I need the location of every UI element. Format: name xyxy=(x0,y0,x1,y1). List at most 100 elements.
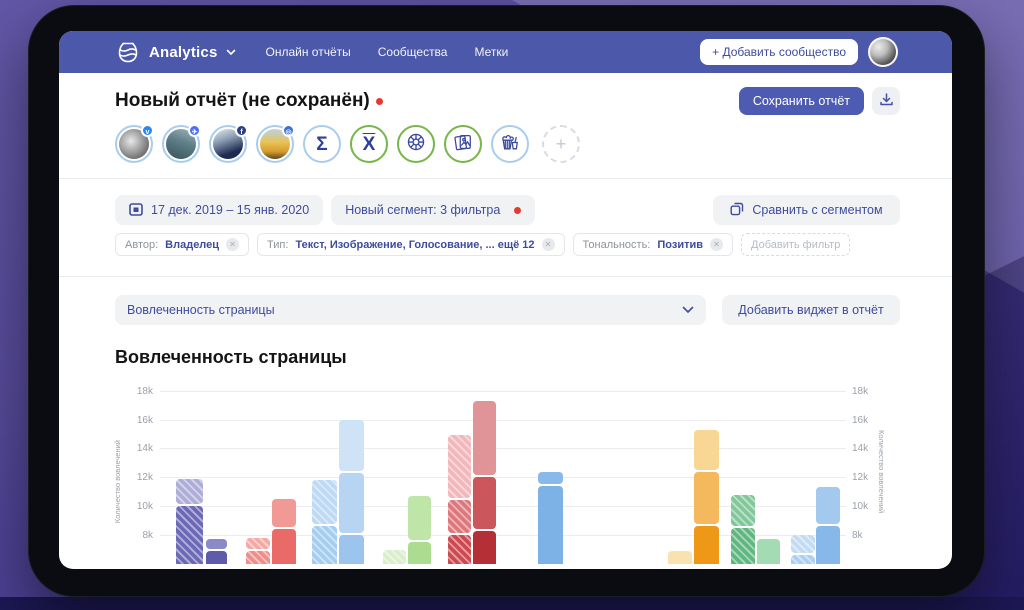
nav-item-Онлайн отчёты[interactable]: Онлайн отчёты xyxy=(265,45,351,59)
bar-segment xyxy=(791,535,815,554)
social-badge: ✈ xyxy=(188,124,201,137)
bar-group-5[interactable] xyxy=(448,382,471,564)
segment-button[interactable]: Новый сегмент: 3 фильтра xyxy=(331,195,536,225)
nav-item-Сообщества[interactable]: Сообщества xyxy=(377,45,448,59)
bar-segment xyxy=(383,549,406,564)
widget-selected-label: Вовлеченность страницы xyxy=(127,303,275,317)
bar-segment xyxy=(312,480,337,525)
popcorn-icon[interactable] xyxy=(491,125,529,163)
remove-filter-icon[interactable]: ✕ xyxy=(226,238,240,251)
y-tick-label: 8k xyxy=(852,530,863,542)
app-logo[interactable]: Analytics xyxy=(115,39,236,65)
brand-name: Analytics xyxy=(149,43,218,61)
bar-segment xyxy=(246,538,270,549)
bar-group-6[interactable] xyxy=(538,382,563,564)
compare-icon xyxy=(730,202,744,219)
bar-segment xyxy=(272,529,296,564)
bar-segment xyxy=(272,499,296,528)
user-avatar[interactable] xyxy=(868,37,898,67)
bar-group-7[interactable] xyxy=(694,382,719,564)
community-avatar-crowd[interactable]: v xyxy=(115,124,154,163)
save-report-button[interactable]: Сохранить отчёт xyxy=(738,87,864,115)
bar-group-3[interactable] xyxy=(312,382,337,564)
vk-badge: v xyxy=(141,124,154,137)
gridline xyxy=(160,535,846,537)
add-widget-button[interactable]: Добавить виджет в отчёт xyxy=(722,295,900,325)
add-source-button[interactable]: + xyxy=(542,125,580,163)
y-tick-label: 18k xyxy=(136,385,153,397)
sigma-icon-glyph: Σ xyxy=(316,133,328,155)
add-filter-button[interactable]: Добавить фильтр xyxy=(741,233,851,256)
chevron-down-icon xyxy=(682,306,694,314)
bar-segment xyxy=(694,429,719,471)
widget-select[interactable]: Вовлеченность страницы xyxy=(115,295,706,325)
bar-group-5[interactable] xyxy=(473,382,496,564)
bar-segment xyxy=(473,400,496,476)
bar-segment xyxy=(473,530,496,564)
sigma-icon[interactable]: Σ xyxy=(303,125,341,163)
bar-segment xyxy=(694,472,719,525)
filter-chip-label: Тип: xyxy=(267,238,289,251)
bar-group-8[interactable] xyxy=(757,382,780,564)
bar-group-9[interactable] xyxy=(791,382,815,564)
nav-menu: Онлайн отчёты Сообщества Метки xyxy=(266,45,509,59)
report-sources-row: v ✈ f ◎ Σ X + xyxy=(59,115,952,163)
wheel-icon-glyph xyxy=(405,131,427,158)
bar-group-8[interactable] xyxy=(731,382,755,564)
wheel-icon[interactable] xyxy=(397,125,435,163)
bar-segment xyxy=(176,478,203,505)
bar-segment xyxy=(448,535,471,564)
gridline xyxy=(160,506,846,508)
remove-filter-icon[interactable]: ✕ xyxy=(710,238,723,251)
photos-icon[interactable] xyxy=(444,125,482,163)
engagement-bar-chart: Количество вовлечений Количество вовлече… xyxy=(113,382,896,564)
community-avatar-waterfall[interactable]: ✈ xyxy=(162,124,201,163)
nav-item-Метки[interactable]: Метки xyxy=(474,45,509,59)
filter-chip[interactable]: Тональность: Позитив ✕ xyxy=(572,233,733,256)
date-range-label: 17 дек. 2019 – 15 янв. 2020 xyxy=(151,203,310,217)
gridline xyxy=(160,419,846,421)
segment-indicator-dot xyxy=(514,206,522,214)
xbar-icon[interactable]: X xyxy=(350,125,388,163)
report-header: Новый отчёт (не сохранён) Сохранить отчё… xyxy=(59,73,952,115)
bar-segment xyxy=(731,494,755,526)
bar-group-1[interactable] xyxy=(176,382,203,564)
y-tick-label: 12k xyxy=(136,472,153,484)
top-navbar: Analytics Онлайн отчёты Сообщества Метки +… xyxy=(59,31,952,73)
download-report-button[interactable] xyxy=(872,87,900,115)
y-tick-label: 8k xyxy=(142,530,153,542)
y-tick-label: 10k xyxy=(852,501,869,513)
bar-group-2[interactable] xyxy=(246,382,270,564)
compare-segment-button[interactable]: Сравнить с сегментом xyxy=(713,195,900,225)
bar-group-9[interactable] xyxy=(816,382,840,564)
bar-group-1[interactable] xyxy=(206,382,227,564)
community-avatar-mountain[interactable]: f xyxy=(209,124,248,163)
bar-segment xyxy=(757,539,780,564)
jar-logo-icon xyxy=(115,39,141,65)
remove-filter-icon[interactable]: ✕ xyxy=(541,238,555,251)
filter-chip[interactable]: Автор: Владелец ✕ xyxy=(115,233,250,256)
segment-controls: 17 дек. 2019 – 15 янв. 2020 Новый сегмен… xyxy=(59,179,952,225)
divider xyxy=(59,178,952,179)
filter-chip-value: Владелец xyxy=(165,238,220,251)
gridline xyxy=(160,477,846,479)
photos-icon-glyph xyxy=(453,132,473,157)
community-avatar-van[interactable]: ◎ xyxy=(256,124,295,163)
bar-segment xyxy=(408,542,431,564)
widget-bar: Вовлеченность страницы Добавить виджет в… xyxy=(59,277,952,325)
bar-segment xyxy=(176,506,203,564)
bar-group-4[interactable] xyxy=(408,382,431,564)
add-community-button[interactable]: + Добавить сообщество xyxy=(700,39,858,65)
y-tick-label: 14k xyxy=(852,443,869,455)
bar-group-2[interactable] xyxy=(272,382,296,564)
y-tick-label: 12k xyxy=(852,472,869,484)
bar-group-7[interactable] xyxy=(668,382,692,564)
bar-group-3[interactable] xyxy=(339,382,364,564)
bar-group-4[interactable] xyxy=(383,382,406,564)
bar-segment xyxy=(206,539,227,549)
date-range-picker[interactable]: 17 дек. 2019 – 15 янв. 2020 xyxy=(115,195,324,225)
bar-segment xyxy=(791,555,815,564)
filter-chip[interactable]: Тип: Текст, Изображение, Голосование, ...… xyxy=(257,233,565,256)
bar-segment xyxy=(538,486,563,564)
bar-segment xyxy=(339,419,364,471)
